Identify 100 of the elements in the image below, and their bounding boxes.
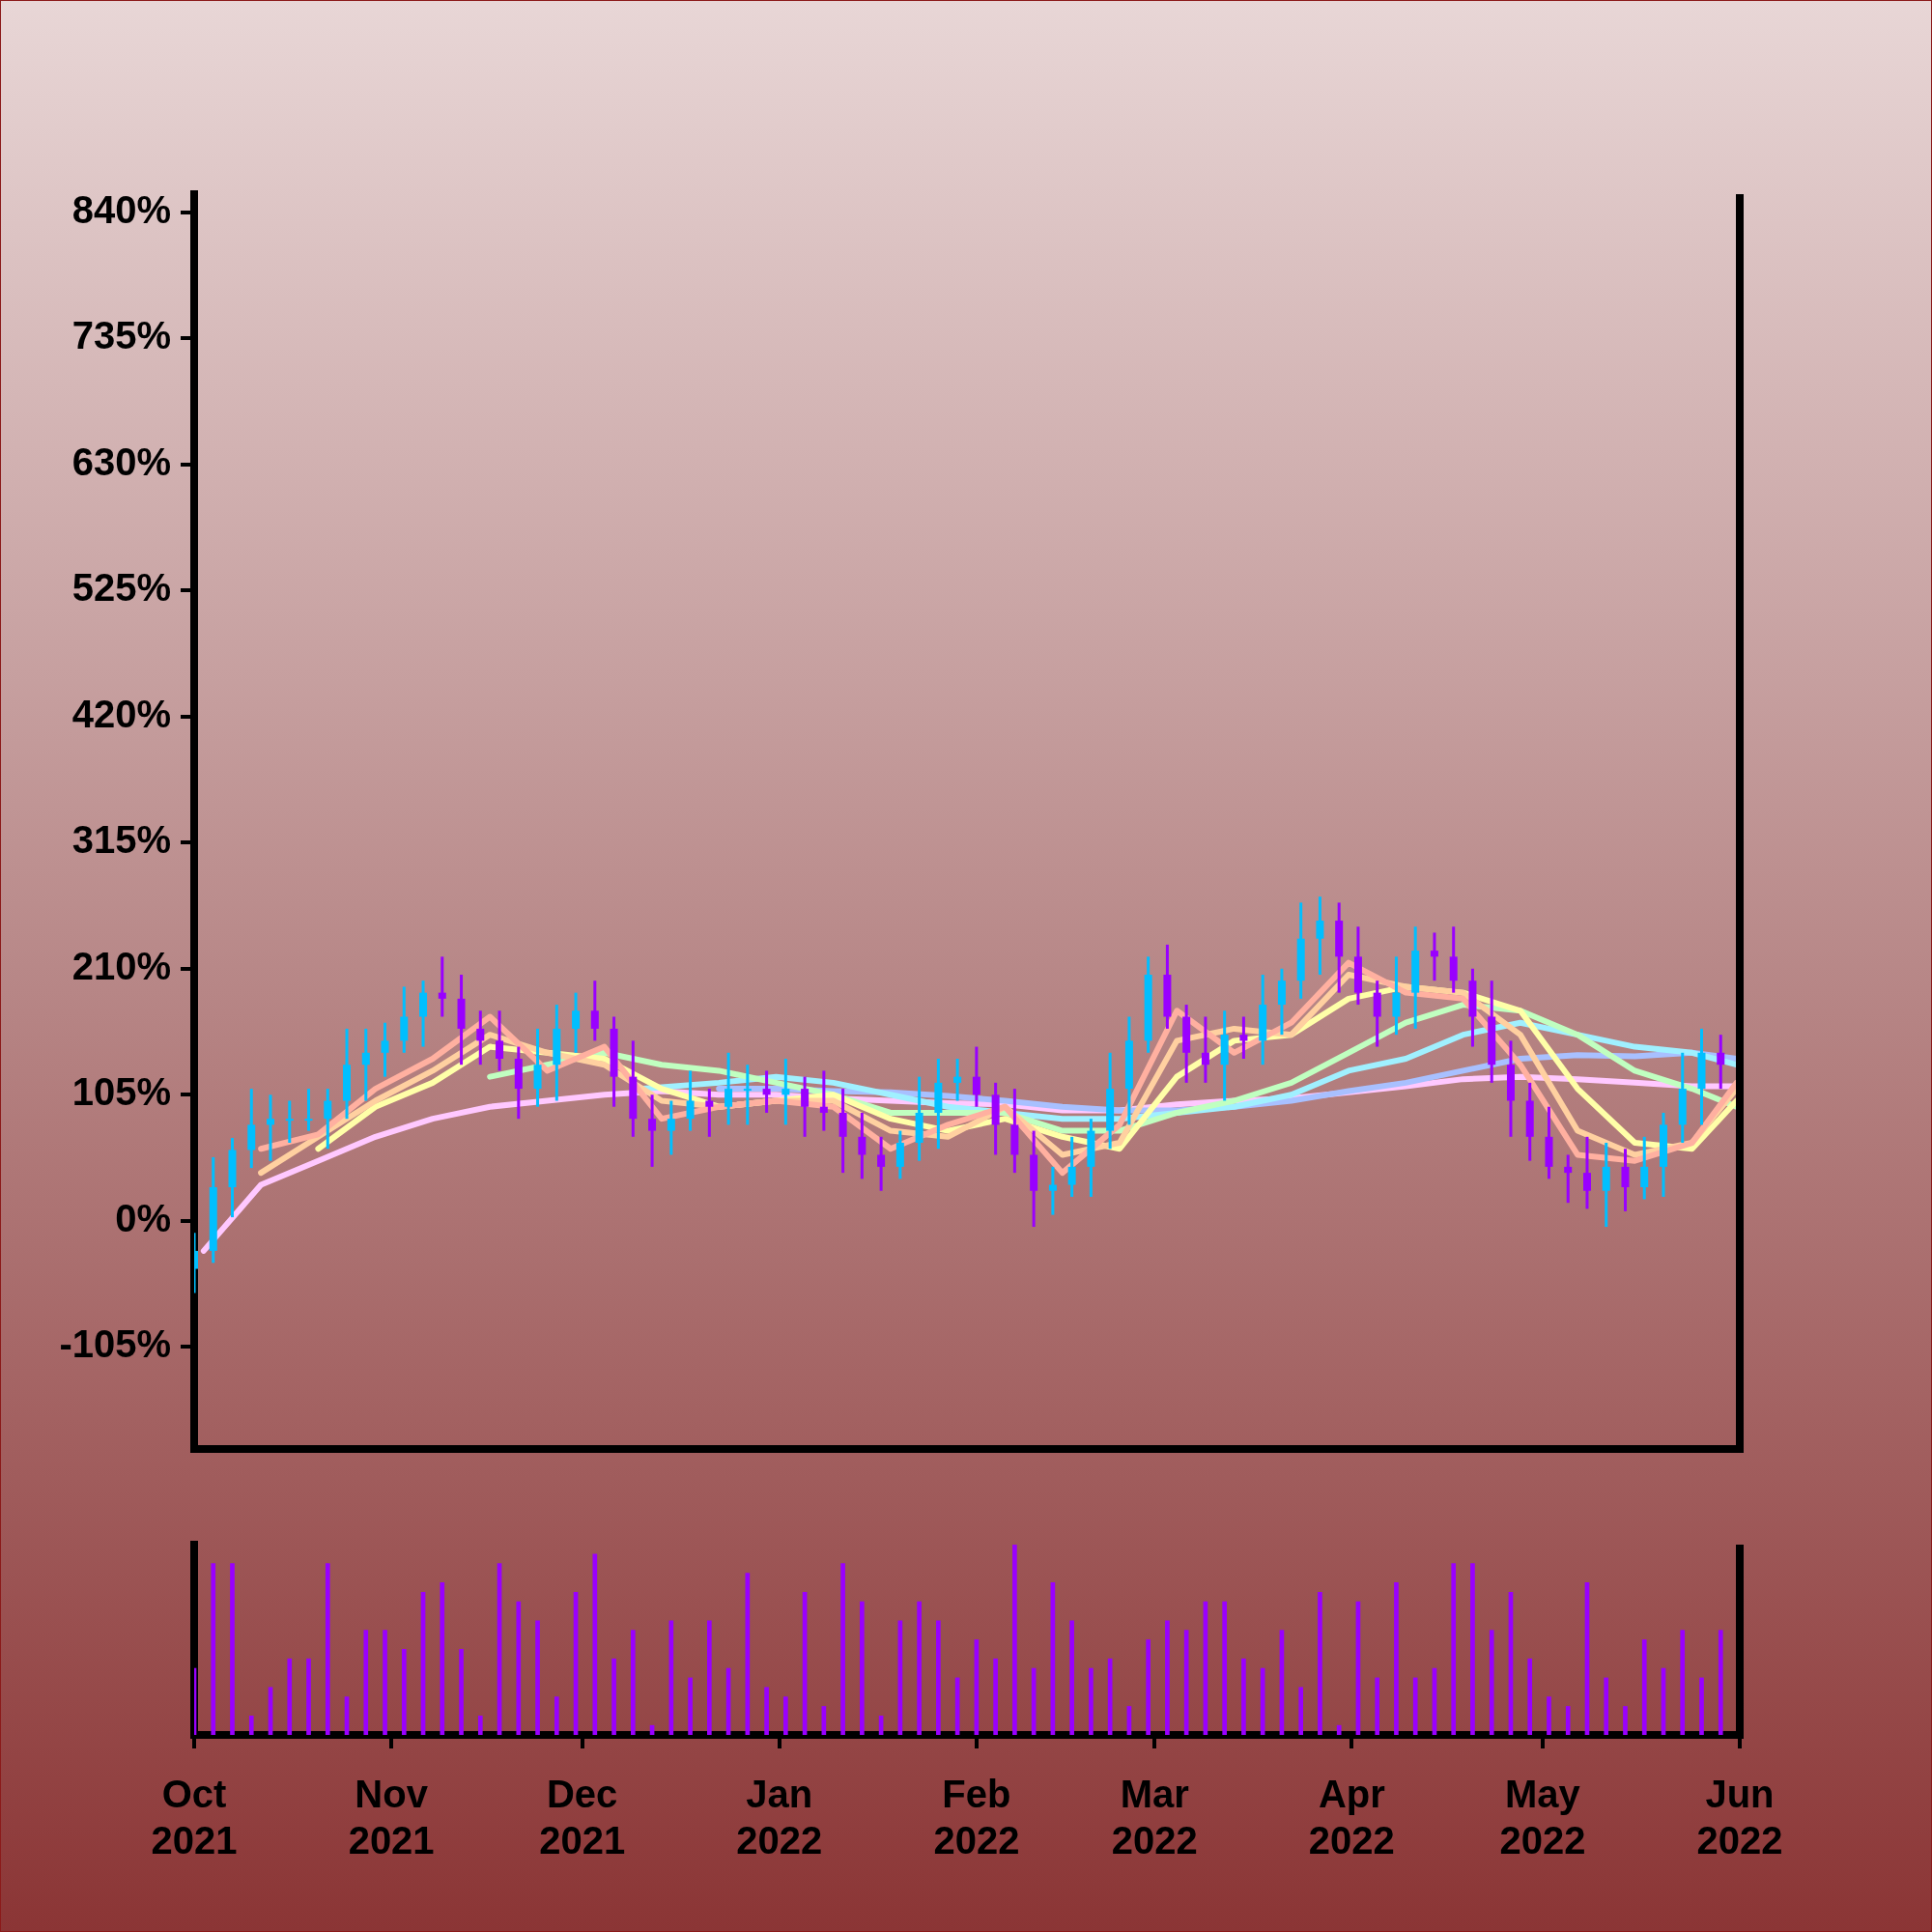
candlestick [324, 1089, 332, 1151]
bar [1069, 1620, 1074, 1735]
bar [459, 1649, 464, 1735]
bar [287, 1658, 293, 1735]
bar [1680, 1630, 1686, 1735]
candlestick [285, 1100, 294, 1144]
bar [554, 1696, 559, 1735]
candlestick [724, 1051, 733, 1125]
candlestick [361, 1027, 370, 1101]
bar [1394, 1582, 1399, 1735]
bar [516, 1601, 522, 1735]
candlestick [686, 1070, 695, 1131]
candlestick [972, 1046, 980, 1107]
bar [1547, 1696, 1551, 1735]
bar [1241, 1658, 1246, 1735]
bar [1623, 1706, 1628, 1735]
candlestick [1717, 1035, 1725, 1091]
candlestick [819, 1070, 828, 1131]
candlestick [877, 1135, 886, 1191]
x-tick-label: Jan 2022 [736, 1773, 823, 1862]
y-tick-label: 0% [115, 1196, 171, 1239]
x-tick-label: Apr 2022 [1308, 1773, 1395, 1862]
candlestick [1048, 1165, 1057, 1215]
x-tick-label: Mar 2022 [1111, 1773, 1198, 1862]
bar [306, 1658, 311, 1735]
y-tick-label: 105% [71, 1070, 171, 1114]
candlestick [858, 1111, 867, 1179]
y-tick-label: 525% [71, 566, 171, 610]
bar [325, 1563, 330, 1735]
bar [1699, 1677, 1704, 1735]
bar [630, 1630, 636, 1735]
x-tick-label: Oct 2021 [151, 1773, 238, 1862]
candlestick [572, 992, 581, 1053]
bar [1604, 1677, 1609, 1735]
candlestick [304, 1089, 313, 1131]
x-tick-label: Nov 2021 [348, 1773, 435, 1862]
bar [592, 1553, 598, 1735]
candlestick [801, 1076, 810, 1137]
candlestick [705, 1089, 714, 1137]
candlestick [1640, 1135, 1649, 1200]
bar [860, 1601, 865, 1735]
bar [383, 1630, 387, 1735]
candlestick [1201, 1016, 1209, 1083]
bar [401, 1649, 407, 1735]
bar [1260, 1667, 1265, 1735]
y-tick-label: -105% [59, 1322, 171, 1366]
candlestick [267, 1094, 275, 1161]
x-tick-label: Dec 2021 [539, 1773, 626, 1862]
bar [1470, 1563, 1475, 1735]
candlestick [1621, 1149, 1630, 1211]
bar [1336, 1724, 1342, 1735]
y-tick-label: 420% [71, 692, 171, 735]
bar [917, 1601, 922, 1735]
bar [1641, 1639, 1647, 1735]
candlestick [1067, 1135, 1076, 1197]
bar [211, 1563, 216, 1735]
bar [668, 1620, 674, 1735]
bar [1318, 1591, 1322, 1735]
bar [230, 1563, 235, 1735]
bar [611, 1658, 616, 1735]
y-tick-label: 840% [71, 187, 171, 231]
bar [477, 1715, 483, 1735]
candlestick [381, 1022, 389, 1077]
candlestick [762, 1070, 771, 1113]
candlestick [590, 980, 599, 1041]
bar [1565, 1706, 1571, 1735]
bar [248, 1715, 254, 1735]
bar [1012, 1545, 1017, 1735]
candlestick [1564, 1154, 1573, 1205]
candlestick [781, 1059, 790, 1125]
candlestick [1582, 1135, 1591, 1209]
bar [535, 1620, 540, 1735]
candlestick [648, 1094, 657, 1167]
x-tick-label: Feb 2022 [933, 1773, 1020, 1862]
candlestick [438, 956, 446, 1017]
bar [1165, 1620, 1170, 1735]
bar [1222, 1601, 1227, 1735]
bar [688, 1677, 693, 1735]
bar [1298, 1687, 1304, 1735]
candlestick [953, 1059, 962, 1101]
bar [363, 1630, 369, 1735]
y-tick-label: 210% [71, 944, 171, 987]
candlestick [1239, 1016, 1248, 1060]
bar [1451, 1563, 1457, 1735]
bar [1489, 1630, 1494, 1735]
bar [1089, 1667, 1094, 1735]
bar [1527, 1658, 1533, 1735]
y-tick-label: 630% [71, 440, 171, 483]
bar [936, 1620, 941, 1735]
bar [707, 1620, 712, 1735]
x-tick-label: Jun 2022 [1696, 1773, 1783, 1862]
bar [764, 1687, 769, 1735]
x-tick-label: May 2022 [1499, 1773, 1586, 1862]
bar [1718, 1630, 1723, 1735]
bar [1146, 1639, 1151, 1735]
candlestick [496, 1010, 504, 1071]
bar [1412, 1677, 1418, 1735]
candlestick [667, 1100, 675, 1155]
bar [840, 1563, 845, 1735]
bar [993, 1658, 998, 1735]
